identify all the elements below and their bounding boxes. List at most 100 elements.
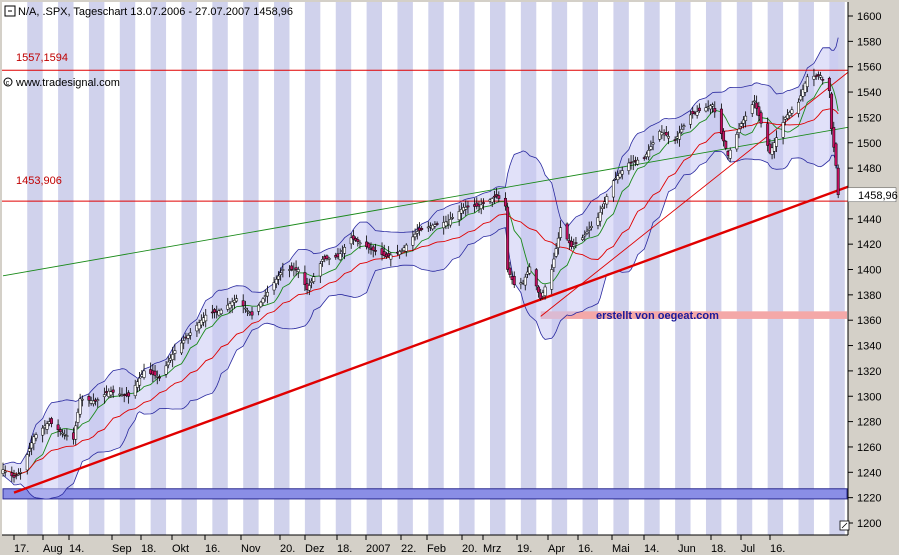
candle bbox=[744, 111, 748, 128]
candle bbox=[647, 144, 651, 161]
candle bbox=[797, 98, 800, 118]
candle bbox=[508, 261, 512, 278]
candle bbox=[631, 155, 635, 171]
candle bbox=[673, 136, 677, 145]
candle bbox=[830, 91, 834, 135]
author-note: erstellt von oegeat.com bbox=[596, 310, 719, 322]
candle bbox=[142, 363, 146, 380]
y-tick-label: 1500 bbox=[857, 138, 881, 150]
candle bbox=[737, 122, 741, 139]
candle bbox=[457, 205, 461, 226]
candle bbox=[722, 128, 726, 147]
svg-text:1458,96: 1458,96 bbox=[858, 190, 898, 202]
candle bbox=[45, 420, 49, 435]
x-tick-label: Feb bbox=[427, 543, 446, 555]
candle bbox=[389, 252, 393, 267]
candle bbox=[598, 205, 602, 227]
x-tick-label: 19. bbox=[517, 543, 532, 555]
candle bbox=[755, 95, 759, 116]
candle bbox=[819, 71, 823, 80]
candle bbox=[790, 106, 794, 118]
x-tick-label: 20. bbox=[462, 543, 477, 555]
x-tick-label: Dez bbox=[305, 543, 325, 555]
candle bbox=[556, 232, 560, 255]
candle bbox=[786, 109, 789, 121]
level-label-high: 1557,1594 bbox=[16, 52, 68, 64]
candle bbox=[307, 278, 311, 296]
candle bbox=[689, 110, 692, 129]
candle bbox=[303, 265, 307, 292]
week-shade bbox=[705, 2, 722, 535]
candle bbox=[585, 226, 589, 236]
candle bbox=[182, 335, 186, 350]
candle bbox=[19, 468, 23, 480]
y-tick-label: 1240 bbox=[857, 467, 881, 479]
candle bbox=[704, 103, 708, 113]
candle bbox=[296, 266, 300, 279]
candle bbox=[213, 308, 217, 319]
candle bbox=[799, 89, 803, 102]
x-tick-label: Jun bbox=[678, 543, 696, 555]
candle bbox=[481, 198, 485, 210]
y-tick-label: 1340 bbox=[857, 341, 881, 353]
x-tick-label: Jul bbox=[741, 543, 755, 555]
candle bbox=[426, 221, 430, 232]
candle bbox=[775, 130, 778, 152]
candle bbox=[290, 262, 294, 272]
candle bbox=[3, 465, 7, 477]
x-tick-label: Nov bbox=[241, 543, 261, 555]
week-shade bbox=[767, 2, 784, 535]
candle bbox=[111, 385, 115, 398]
candle bbox=[138, 371, 142, 391]
candle bbox=[30, 435, 34, 456]
y-tick-label: 1540 bbox=[857, 87, 881, 99]
candle bbox=[349, 233, 353, 249]
trendline-upper-green bbox=[2, 126, 849, 277]
candle bbox=[50, 416, 53, 428]
support-zone bbox=[540, 311, 847, 319]
candle bbox=[497, 191, 501, 203]
candle bbox=[204, 308, 208, 328]
candle bbox=[741, 116, 745, 129]
week-shade bbox=[150, 2, 167, 535]
candle bbox=[155, 370, 159, 385]
candle bbox=[534, 267, 538, 291]
week-shade bbox=[736, 2, 753, 535]
candle bbox=[158, 374, 161, 382]
candle bbox=[413, 228, 417, 241]
candle bbox=[664, 126, 668, 137]
candle bbox=[14, 472, 18, 480]
candle bbox=[188, 328, 192, 340]
y-tick-label: 1400 bbox=[857, 265, 881, 277]
candle bbox=[572, 238, 576, 249]
candle bbox=[680, 123, 684, 135]
candle bbox=[382, 244, 386, 259]
candle bbox=[415, 224, 419, 240]
candle bbox=[801, 84, 805, 102]
candle bbox=[554, 242, 558, 259]
settings-icon[interactable] bbox=[4, 5, 16, 17]
x-tick-label: 22. bbox=[401, 543, 416, 555]
candle bbox=[728, 147, 732, 162]
candle bbox=[411, 230, 415, 252]
candle bbox=[400, 248, 404, 255]
week-shade bbox=[490, 2, 506, 535]
candle bbox=[832, 121, 836, 153]
svg-text:c: c bbox=[6, 80, 10, 87]
candle bbox=[232, 294, 236, 309]
level-label-low: 1453,906 bbox=[16, 175, 62, 187]
candle bbox=[312, 272, 316, 285]
copyright-icon: c bbox=[3, 77, 13, 87]
resize-grip-icon[interactable] bbox=[839, 520, 850, 531]
candle bbox=[459, 202, 463, 220]
week-shade bbox=[243, 2, 259, 535]
candle bbox=[719, 103, 723, 140]
last-price-tag: 1458,96 bbox=[847, 187, 898, 203]
candle bbox=[404, 243, 408, 257]
candle bbox=[651, 135, 655, 151]
candle bbox=[695, 105, 699, 119]
y-tick-label: 1200 bbox=[857, 518, 881, 530]
candle bbox=[197, 319, 201, 334]
x-tick-label: 16. bbox=[578, 543, 593, 555]
